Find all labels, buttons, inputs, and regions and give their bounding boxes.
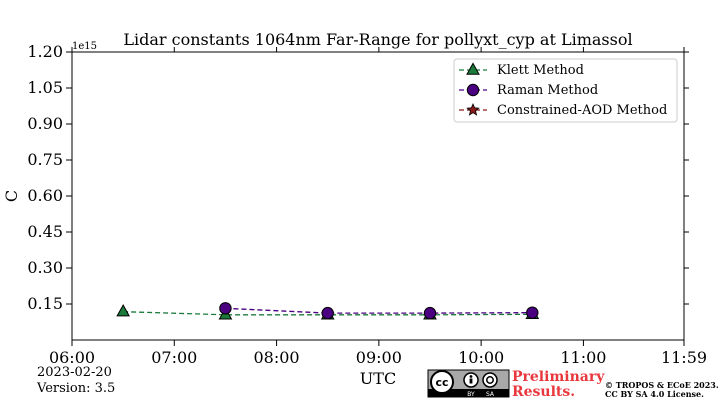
data-point-star <box>466 102 480 116</box>
attribution-icon <box>463 372 479 388</box>
chart-title: Lidar constants 1064nm Far-Range for pol… <box>123 30 632 49</box>
y-tick-label: 1.20 <box>27 42 63 61</box>
legend-frame <box>453 58 678 123</box>
footer-date: 2023-02-20 <box>37 365 112 380</box>
y-tick-label: 0.75 <box>27 150 63 169</box>
x-tick-label: 11:00 <box>560 348 606 367</box>
y-tick-label: 0.60 <box>27 186 63 205</box>
x-tick-label: 11:59 <box>661 348 707 367</box>
data-point-circle <box>321 306 334 320</box>
legend-label: Klett Method <box>497 63 584 78</box>
x-tick-label: 07:00 <box>151 348 197 367</box>
data-point-circle <box>219 302 232 315</box>
y-tick-label: 1.05 <box>27 78 63 97</box>
data-point-circle <box>423 306 437 320</box>
copyright-line2: CC BY SA 4.0 License. <box>605 389 704 399</box>
data-point-triangle <box>466 62 480 75</box>
y-tick-label: 0.30 <box>27 258 63 277</box>
x-tick-label: 06:00 <box>49 348 95 367</box>
data-point-triangle <box>116 304 130 317</box>
x-axis-label: UTC <box>360 369 396 388</box>
legend-item: Raman Method <box>459 83 598 98</box>
legend-label: Raman Method <box>497 83 598 98</box>
share-alike-icon <box>482 372 498 388</box>
license-badge: cc BY SA <box>427 369 510 398</box>
preliminary-text-line2: Results. <box>512 384 575 400</box>
creative-commons-icon: cc <box>430 370 454 394</box>
data-point-circle <box>466 83 480 97</box>
x-axis: 06:00 07:00 08:00 09:00 10:00 11:00 11:59 <box>49 47 707 367</box>
cc-badge-text: cc <box>435 376 448 389</box>
x-tick-label: 10:00 <box>458 348 504 367</box>
copyright-line1: © TROPOS & ECoE 2023. <box>605 380 719 390</box>
y-tick-label: 0.45 <box>27 222 63 241</box>
x-tick-label: 09:00 <box>356 348 402 367</box>
series-layer <box>116 302 540 320</box>
license-badge-strip <box>428 389 509 397</box>
badge-sa-text: SA <box>486 391 495 398</box>
legend: Klett Method Raman Method Constrained-AOD … <box>453 58 678 123</box>
series-line <box>225 307 533 314</box>
y-tick-label: 0.15 <box>27 294 63 313</box>
y-tick-label: 0.90 <box>27 114 63 133</box>
y-axis: 0.15 0.30 0.45 0.60 0.75 0.90 1.05 1.20 <box>27 42 689 313</box>
footer-version: Version: 3.5 <box>36 381 115 396</box>
badge-by-text: BY <box>467 391 475 398</box>
legend-item: Klett Method <box>459 62 584 78</box>
legend-item: Constrained-AOD Method <box>459 102 667 118</box>
preliminary-text-line1: Preliminary <box>512 369 605 385</box>
x-tick-label: 08:00 <box>254 348 300 367</box>
series-raman-method <box>219 302 539 320</box>
legend-label: Constrained-AOD Method <box>497 103 667 118</box>
y-multiplier-label: 1e15 <box>72 41 97 52</box>
y-axis-label: C <box>2 190 21 202</box>
data-point-circle <box>526 306 539 319</box>
